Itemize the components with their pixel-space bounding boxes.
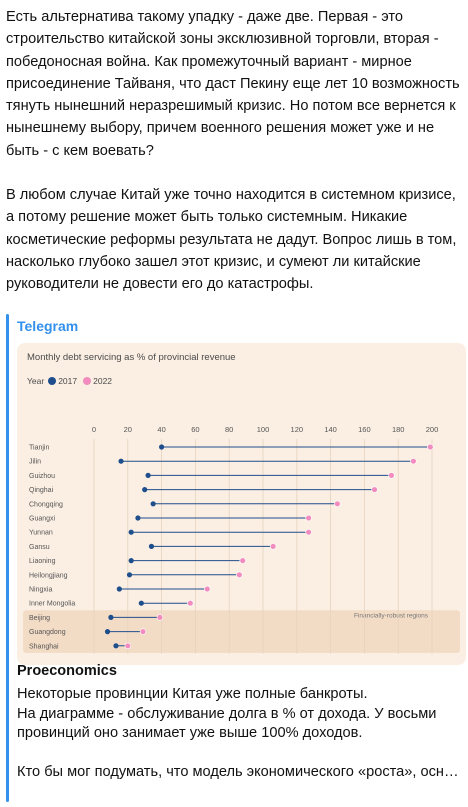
preview-accent-bar	[6, 314, 9, 802]
point-2017	[150, 501, 156, 507]
point-2022	[139, 628, 147, 635]
point-2017	[128, 558, 134, 564]
chart-image[interactable]: Monthly debt servicing as % of provincia…	[17, 343, 466, 665]
category-label: Beijing	[29, 615, 50, 622]
point-2022	[388, 472, 395, 479]
link-preview[interactable]: Telegram Monthly debt servicing as % of …	[6, 314, 466, 802]
x-tick-label: 160	[358, 425, 371, 434]
x-tick-label: 80	[225, 425, 233, 434]
point-2017	[145, 472, 151, 478]
chart-title: Monthly debt servicing as % of provincia…	[27, 352, 236, 363]
point-2017	[104, 629, 111, 635]
category-label: Guangdong	[29, 629, 66, 636]
point-2017	[138, 600, 144, 606]
point-2022	[427, 443, 434, 451]
category-label: Chongqing	[29, 501, 63, 508]
annotation-label: Financially-robust regions	[354, 612, 429, 619]
category-label: Inner Mongolia	[29, 601, 75, 608]
point-2017	[113, 643, 119, 649]
legend-dot-2017	[48, 377, 57, 385]
preview-description: Некоторые провинции Китая уже полные бан…	[17, 685, 462, 782]
legend-label-2022: 2022	[93, 376, 113, 386]
point-2017	[116, 586, 122, 592]
point-2022	[305, 514, 312, 522]
point-2022	[204, 585, 211, 593]
category-label: Liaoning	[29, 558, 56, 565]
x-tick-label: 0	[92, 425, 96, 434]
point-2022	[236, 571, 243, 579]
point-2022	[124, 642, 132, 649]
post-paragraph: Есть альтернатива такому упадку - даже д…	[6, 9, 460, 159]
point-2017	[142, 487, 148, 493]
category-label: Yunnan	[29, 530, 53, 537]
x-tick-label: 180	[392, 425, 405, 434]
point-2017	[148, 543, 155, 549]
point-2022	[239, 557, 246, 564]
point-2017	[118, 458, 124, 464]
category-label: Shanghai	[29, 643, 59, 650]
preview-title: Proeconomics	[17, 663, 117, 679]
point-2017	[135, 515, 141, 521]
point-2022	[269, 543, 277, 550]
highlight-region	[23, 610, 460, 653]
legend-title: Year	[27, 376, 45, 386]
legend-label-2017: 2017	[58, 376, 78, 386]
point-2022	[371, 486, 378, 493]
dumbbell-chart: Financially-robust regions 0 20 40 60 80 100 12…	[23, 425, 460, 654]
x-tick-label: 100	[257, 425, 270, 434]
category-label: Tianjin	[29, 445, 49, 452]
point-2022	[334, 500, 341, 508]
x-tick-label: 20	[124, 425, 132, 434]
point-2017	[126, 572, 133, 578]
preview-description-line: Некоторые провинции Китая уже полные бан…	[17, 686, 368, 702]
category-label: Guangxi	[29, 516, 56, 523]
point-2022	[410, 457, 417, 465]
post-text: Есть альтернатива такому упадку - даже д…	[6, 6, 466, 296]
category-label: Heilongjiang	[29, 572, 68, 579]
category-label: Jilin	[29, 459, 41, 466]
x-tick-label: 200	[426, 425, 439, 434]
point-2017	[108, 614, 114, 620]
point-2022	[305, 529, 312, 536]
x-tick-label: 140	[324, 425, 337, 434]
preview-description-line: На диаграмме - обслуживание долга в % от…	[17, 705, 437, 742]
point-2022	[156, 614, 164, 621]
category-label: Gansu	[29, 544, 50, 551]
point-2017	[128, 529, 134, 535]
x-tick-label: 60	[191, 425, 199, 434]
legend-dot-2022	[83, 377, 92, 385]
point-2022	[187, 600, 194, 607]
post-paragraph: В любом случае Китай уже точно находится…	[6, 187, 457, 293]
category-label: Qinghai	[29, 487, 54, 494]
x-tick-label: 40	[157, 425, 165, 434]
x-tick-label: 120	[291, 425, 304, 434]
preview-description-tail: Кто бы мог подумать, что модель экономич…	[17, 763, 462, 780]
preview-site-name: Telegram	[17, 318, 79, 334]
category-label: Ningxia	[29, 587, 52, 594]
chart-legend: Year 2017 2022	[27, 376, 114, 386]
point-2017	[159, 444, 165, 450]
category-label: Guizhou	[29, 473, 55, 480]
